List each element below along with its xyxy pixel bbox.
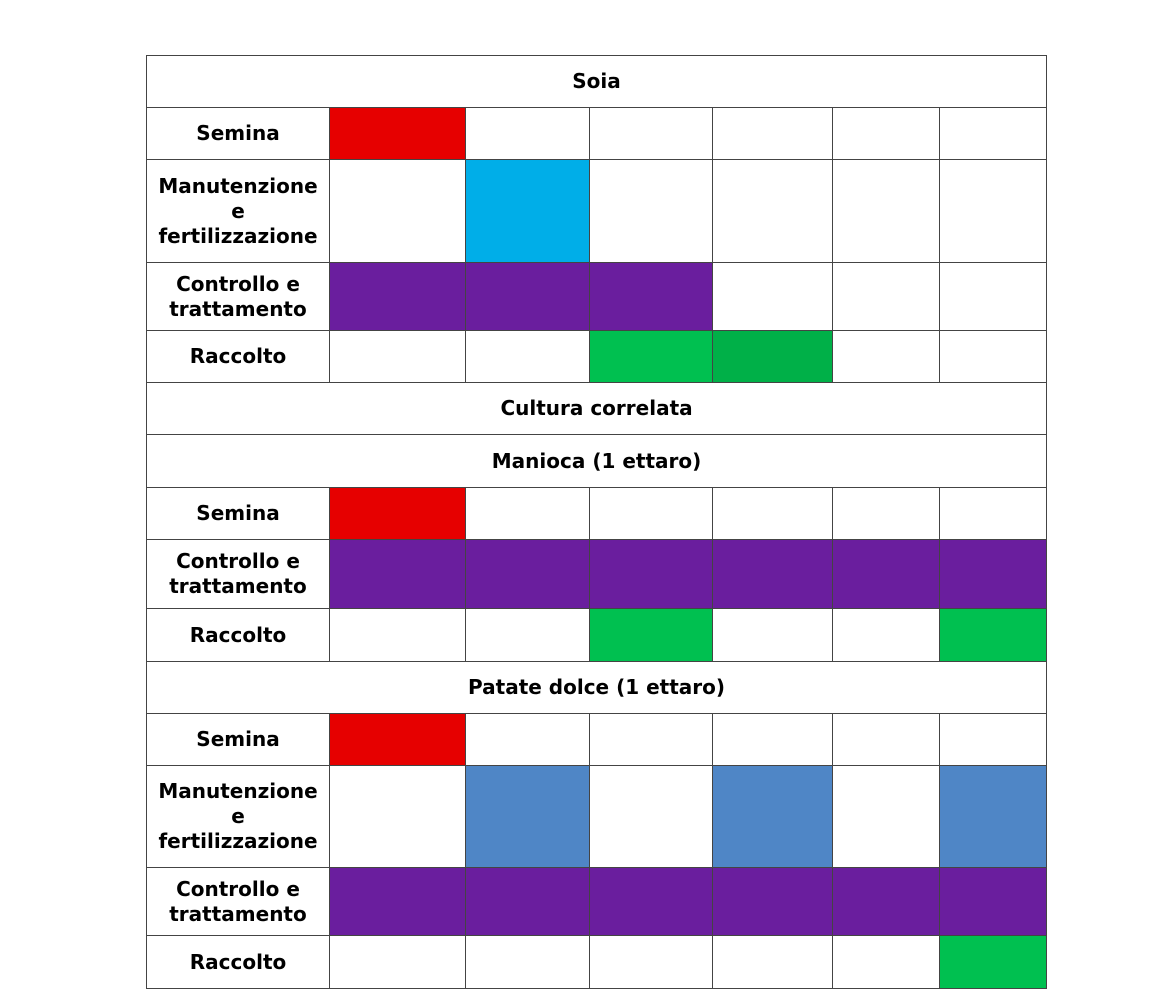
empty-cell <box>832 107 940 160</box>
empty-cell <box>938 262 1048 331</box>
section-title: Soia <box>145 55 1048 108</box>
empty-cell <box>465 935 590 989</box>
empty-cell <box>329 159 466 263</box>
empty-cell <box>465 713 590 766</box>
empty-cell <box>938 330 1048 383</box>
table-row: Controllo e trattamento <box>146 262 1048 331</box>
table-row: Controllo e trattamento <box>146 539 1048 609</box>
row-label: Controllo e trattamento <box>146 262 330 331</box>
empty-cell <box>832 608 940 662</box>
empty-cell <box>589 935 713 989</box>
filled-cell <box>938 539 1048 609</box>
empty-cell <box>589 713 713 766</box>
filled-cell <box>832 867 940 936</box>
empty-cell <box>712 159 833 263</box>
section-title: Cultura correlata <box>145 382 1048 435</box>
table-row: Semina <box>146 107 1048 160</box>
table-row: Semina <box>146 487 1048 540</box>
row-label: Semina <box>146 107 330 160</box>
empty-cell <box>329 330 466 383</box>
empty-cell <box>712 487 833 540</box>
table-row: Semina <box>146 713 1048 766</box>
filled-cell <box>329 107 466 160</box>
filled-cell <box>589 330 713 383</box>
table-row: Controllo e trattamento <box>146 867 1048 936</box>
empty-cell <box>938 159 1048 263</box>
empty-cell <box>938 107 1048 160</box>
row-label: Raccolto <box>146 935 330 989</box>
filled-cell <box>938 867 1048 936</box>
row-label: Semina <box>146 713 330 766</box>
table-row: Patate dolce (1 ettaro) <box>145 661 1048 714</box>
table-row: Raccolto <box>146 608 1048 662</box>
empty-cell <box>712 262 833 331</box>
filled-cell <box>832 539 940 609</box>
table-row: Manutenzione e fertilizzazione <box>146 765 1048 868</box>
filled-cell <box>938 765 1048 868</box>
row-label: Semina <box>146 487 330 540</box>
filled-cell <box>329 262 466 331</box>
empty-cell <box>712 608 833 662</box>
filled-cell <box>938 608 1048 662</box>
empty-cell <box>832 159 940 263</box>
filled-cell <box>465 262 590 331</box>
filled-cell <box>589 262 713 331</box>
schedule-table: Soia Semina Manutenzione e fertilizzazione… <box>145 55 1048 989</box>
table-row: Manioca (1 ettaro) <box>145 434 1048 488</box>
empty-cell <box>832 765 940 868</box>
filled-cell <box>329 713 466 766</box>
filled-cell <box>712 330 833 383</box>
filled-cell <box>329 539 466 609</box>
empty-cell <box>329 935 466 989</box>
table-row: Soia <box>145 55 1048 108</box>
empty-cell <box>465 107 590 160</box>
empty-cell <box>938 713 1048 766</box>
filled-cell <box>465 159 590 263</box>
section-title: Patate dolce (1 ettaro) <box>145 661 1048 714</box>
filled-cell <box>938 935 1048 989</box>
table-row: Cultura correlata <box>145 382 1048 435</box>
empty-cell <box>832 262 940 331</box>
filled-cell <box>465 765 590 868</box>
table-row: Raccolto <box>146 935 1048 989</box>
empty-cell <box>589 765 713 868</box>
row-label: Manutenzione e fertilizzazione <box>146 765 330 868</box>
filled-cell <box>589 608 713 662</box>
empty-cell <box>589 487 713 540</box>
filled-cell <box>465 867 590 936</box>
empty-cell <box>832 330 940 383</box>
empty-cell <box>589 107 713 160</box>
empty-cell <box>712 107 833 160</box>
filled-cell <box>589 867 713 936</box>
table-body: Soia Semina Manutenzione e fertilizzazione… <box>145 55 1048 989</box>
empty-cell <box>712 935 833 989</box>
row-label: Controllo e trattamento <box>146 539 330 609</box>
filled-cell <box>712 539 833 609</box>
section-title: Manioca (1 ettaro) <box>145 434 1048 488</box>
empty-cell <box>329 608 466 662</box>
table-row: Raccolto <box>146 330 1048 383</box>
empty-cell <box>465 487 590 540</box>
empty-cell <box>329 765 466 868</box>
empty-cell <box>832 713 940 766</box>
row-label: Raccolto <box>146 608 330 662</box>
empty-cell <box>832 935 940 989</box>
empty-cell <box>589 159 713 263</box>
empty-cell <box>832 487 940 540</box>
row-label: Raccolto <box>146 330 330 383</box>
filled-cell <box>329 487 466 540</box>
table-row: Manutenzione e fertilizzazione <box>146 159 1048 263</box>
filled-cell <box>329 867 466 936</box>
empty-cell <box>465 330 590 383</box>
empty-cell <box>712 713 833 766</box>
empty-cell <box>465 608 590 662</box>
filled-cell <box>589 539 713 609</box>
row-label: Manutenzione e fertilizzazione <box>146 159 330 263</box>
filled-cell <box>712 765 833 868</box>
filled-cell <box>465 539 590 609</box>
empty-cell <box>938 487 1048 540</box>
row-label: Controllo e trattamento <box>146 867 330 936</box>
filled-cell <box>712 867 833 936</box>
